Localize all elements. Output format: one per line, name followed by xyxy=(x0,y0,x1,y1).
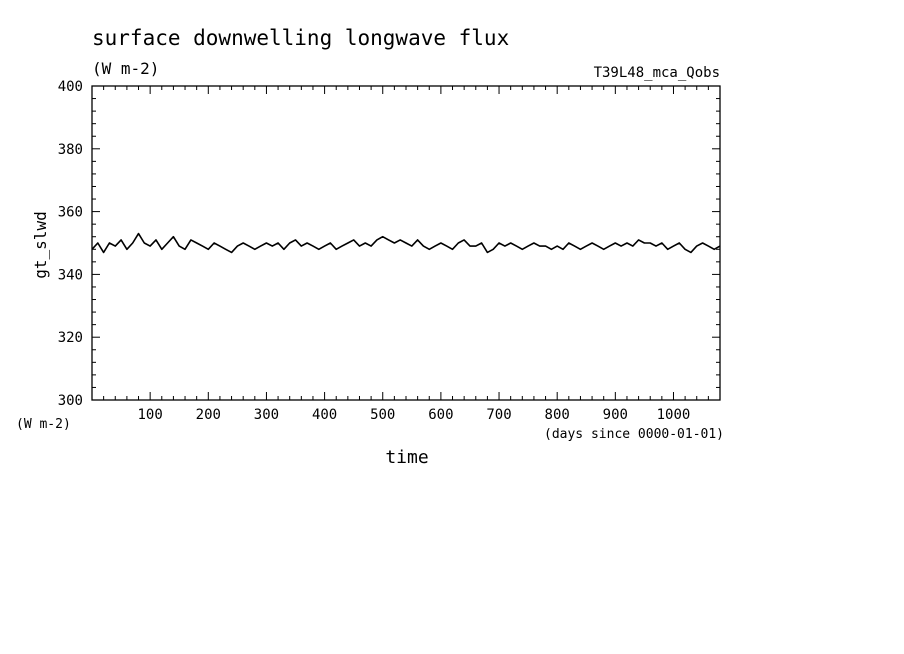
chart-title: surface downwelling longwave flux xyxy=(92,26,509,50)
x-tick-label: 200 xyxy=(196,407,221,423)
chart-subtitle: (W m-2) xyxy=(92,59,159,78)
x-tick-label: 800 xyxy=(545,407,570,423)
plot-area: 100 200 300 400 500 600 700 800 900 1000 300 320 340… xyxy=(58,79,721,423)
y-tick-label: 320 xyxy=(58,330,83,346)
x-tick-label: 500 xyxy=(370,407,395,423)
x-axis-unit: (days since 0000-01-01) xyxy=(544,427,724,442)
y-tick-label: 300 xyxy=(58,393,83,409)
y-tick-label: 400 xyxy=(58,79,83,95)
y-axis-label: gt_slwd xyxy=(31,211,50,278)
x-tick-label: 700 xyxy=(486,407,511,423)
x-tick-label: 300 xyxy=(254,407,279,423)
x-tick-label: 400 xyxy=(312,407,337,423)
x-tick-label: 1000 xyxy=(657,407,691,423)
x-tick-label: 600 xyxy=(428,407,453,423)
y-tick-label: 380 xyxy=(58,142,83,158)
run-label: T39L48_mca_Qobs xyxy=(594,65,720,81)
x-tick-label: 100 xyxy=(137,407,162,423)
series-line xyxy=(91,232,721,254)
y-tick-label: 360 xyxy=(58,205,83,221)
y-tick-label: 340 xyxy=(58,267,83,283)
x-tick-label: 900 xyxy=(603,407,628,423)
y-axis-unit: (W m-2) xyxy=(16,417,71,432)
x-axis-label: time xyxy=(385,447,428,468)
